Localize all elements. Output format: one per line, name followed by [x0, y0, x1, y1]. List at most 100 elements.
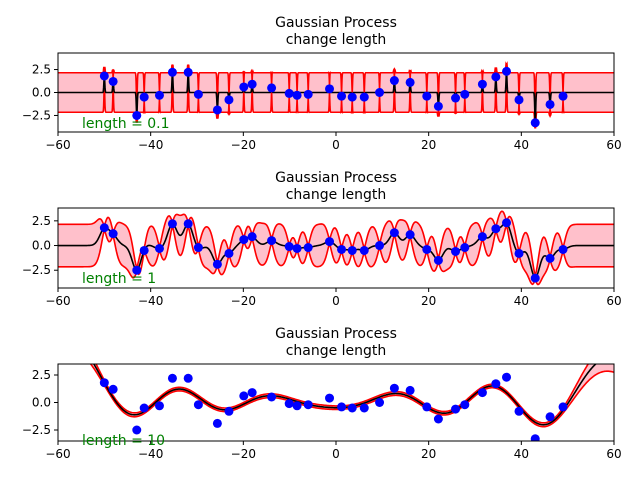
- observation-point: [167, 219, 177, 229]
- x-tick-label: −60: [45, 447, 70, 461]
- observation-point: [132, 265, 142, 275]
- y-tick-label: −2.5: [22, 423, 51, 437]
- observation-point: [558, 402, 568, 412]
- x-tick-label: 20: [421, 138, 436, 152]
- observation-point: [375, 398, 385, 407]
- observation-point: [247, 232, 257, 242]
- observation-point: [167, 373, 177, 383]
- observation-point: [183, 219, 193, 229]
- x-tick-label: 60: [606, 447, 621, 461]
- observation-point: [99, 378, 109, 388]
- observation-point: [99, 223, 109, 233]
- observation-point: [325, 84, 335, 94]
- observation-point: [514, 406, 524, 416]
- observation-point: [558, 244, 568, 254]
- x-tick-label: 40: [514, 138, 529, 152]
- observation-point: [193, 89, 203, 99]
- observation-point: [193, 243, 203, 253]
- observation-point: [284, 88, 294, 98]
- upper-bound-line: [58, 210, 614, 278]
- observation-point: [530, 118, 540, 128]
- observation-point: [303, 243, 313, 253]
- observation-point: [132, 425, 142, 435]
- observation-point: [267, 392, 277, 402]
- observation-point: [359, 403, 369, 413]
- x-tick-label: −20: [231, 138, 256, 152]
- observation-point: [139, 245, 149, 255]
- x-tick-label: 20: [421, 447, 436, 461]
- x-tick-label: −40: [138, 447, 163, 461]
- observation-point: [451, 404, 461, 414]
- observation-point: [347, 245, 357, 255]
- y-tick-label: −2.5: [22, 263, 51, 277]
- observation-point: [405, 77, 415, 87]
- observation-point: [433, 255, 443, 265]
- observation-point: [139, 92, 149, 102]
- x-tick-label: 0: [332, 294, 340, 308]
- subplot-2-title-line2: change length: [286, 187, 387, 203]
- observation-point: [460, 243, 470, 253]
- observation-point: [267, 236, 277, 246]
- observation-point: [433, 414, 443, 424]
- observation-point: [545, 253, 555, 263]
- observation-point: [292, 243, 302, 253]
- observation-point: [514, 95, 524, 105]
- observation-point: [224, 95, 234, 105]
- subplot-1-title-line1: Gaussian Process: [275, 15, 397, 31]
- observation-point: [530, 434, 540, 441]
- observation-point: [325, 393, 335, 403]
- y-tick-label: 2.5: [32, 63, 51, 77]
- lower-bound-line: [58, 223, 614, 286]
- observation-point: [460, 89, 470, 99]
- y-tick-label: 0.0: [32, 86, 51, 100]
- x-tick-label: 60: [606, 294, 621, 308]
- x-tick-label: 0: [332, 138, 340, 152]
- subplot-1: Gaussian Process change length −60 −40 −20…: [22, 15, 622, 152]
- observation-point: [108, 76, 118, 86]
- observation-point: [239, 391, 249, 401]
- observation-point: [139, 403, 149, 413]
- subplot-2: Gaussian Process change length −60 −40 −20…: [22, 170, 622, 308]
- observation-point: [375, 241, 385, 251]
- observation-point: [502, 372, 512, 382]
- x-tick-label: 40: [514, 447, 529, 461]
- observation-point: [292, 401, 302, 411]
- observation-point: [183, 67, 193, 77]
- observation-point: [491, 224, 501, 234]
- observation-point: [132, 110, 142, 120]
- observation-point: [267, 83, 277, 93]
- subplot-2-title-line1: Gaussian Process: [275, 170, 397, 186]
- observation-point: [224, 248, 234, 258]
- observation-point: [154, 401, 164, 411]
- observation-point: [502, 66, 512, 76]
- mean-line: [58, 71, 614, 123]
- observation-point: [405, 230, 415, 240]
- x-tick-label: −60: [45, 294, 70, 308]
- observation-point: [284, 242, 294, 252]
- subplot-1-plot-area: [58, 61, 614, 129]
- subplot-3-title-line2: change length: [286, 343, 387, 359]
- observation-point: [389, 228, 399, 238]
- x-tick-label: −20: [231, 447, 256, 461]
- x-tick-label: −60: [45, 138, 70, 152]
- observation-point: [405, 385, 415, 395]
- observation-point: [337, 244, 347, 254]
- subplot-1-title-line2: change length: [286, 32, 387, 48]
- lower-bound-line: [58, 74, 614, 129]
- x-tick-label: −40: [138, 138, 163, 152]
- confidence-band: [58, 64, 614, 129]
- observation-point: [239, 82, 249, 92]
- observation-point: [239, 235, 249, 245]
- observation-point: [247, 79, 257, 89]
- observation-point: [193, 400, 203, 410]
- observation-point: [224, 406, 234, 416]
- observation-point: [502, 218, 512, 228]
- observation-point: [477, 232, 487, 242]
- subplot-2-axes: −60 −40 −20 0 20 40 60 2.5 0.0 −2.5: [22, 207, 622, 308]
- observation-point: [337, 402, 347, 412]
- observation-point: [389, 383, 399, 393]
- upper-bound-line: [95, 364, 590, 424]
- observation-point: [375, 88, 385, 97]
- observation-point: [491, 72, 501, 82]
